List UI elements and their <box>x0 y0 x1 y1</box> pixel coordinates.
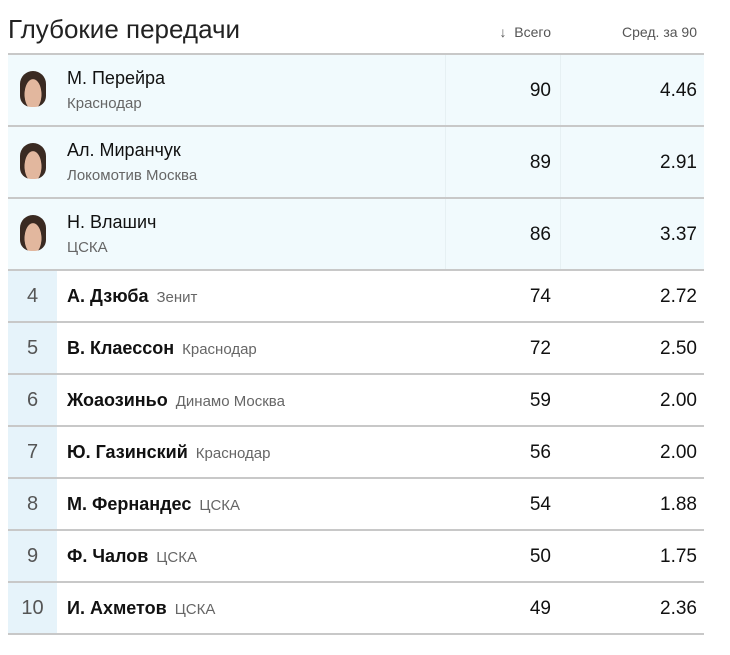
club-name: Краснодар <box>182 341 257 358</box>
player-name[interactable]: М. Фернандес <box>67 494 192 514</box>
table-row[interactable]: 7 Ю. Газинский Краснодар 56 2.00 <box>8 427 704 479</box>
column-divider <box>560 127 561 197</box>
rank: 8 <box>8 479 57 529</box>
club-name: ЦСКА <box>67 239 108 256</box>
total-value: 50 <box>529 546 551 567</box>
total-value: 74 <box>529 286 551 307</box>
total-value: 86 <box>529 224 551 245</box>
club-name: Динамо Москва <box>175 393 285 410</box>
total-value: 49 <box>529 598 551 619</box>
total-value: 72 <box>529 338 551 359</box>
total-value: 59 <box>529 390 551 411</box>
player-name[interactable]: А. Дзюба <box>67 286 149 306</box>
per90-value: 2.36 <box>660 598 697 619</box>
player-name[interactable]: Ф. Чалов <box>67 546 149 566</box>
player-name[interactable]: В. Клаессон <box>67 338 175 358</box>
table-row[interactable]: 4 А. Дзюба Зенит 74 2.72 <box>8 271 704 323</box>
club-name: ЦСКА <box>199 497 241 514</box>
per90-value: 2.50 <box>660 338 697 359</box>
per90-value: 4.46 <box>660 80 697 101</box>
player-name[interactable]: И. Ахметов <box>67 598 167 618</box>
player-name[interactable]: Н. Влашич <box>67 212 157 232</box>
table-row[interactable]: 6 Жоаозиньо Динамо Москва 59 2.00 <box>8 375 704 427</box>
column-divider <box>560 199 561 269</box>
per90-value: 2.00 <box>660 442 697 463</box>
table-row[interactable]: М. Перейра Краснодар 90 4.46 <box>8 55 704 127</box>
rank: 4 <box>8 271 57 321</box>
table-row[interactable]: 8 М. Фернандес ЦСКА 54 1.88 <box>8 479 704 531</box>
player-name[interactable]: Жоаозиньо <box>67 390 168 410</box>
table-row[interactable]: 9 Ф. Чалов ЦСКА 50 1.75 <box>8 531 704 583</box>
per90-value: 1.75 <box>660 546 697 567</box>
table-row[interactable]: Н. Влашич ЦСКА 86 3.37 <box>8 199 704 271</box>
column-divider <box>445 199 446 269</box>
table-row[interactable]: 5 В. Клаессон Краснодар 72 2.50 <box>8 323 704 375</box>
rank: 5 <box>8 323 57 373</box>
player-name[interactable]: М. Перейра <box>67 68 166 88</box>
arrow-down-icon: ↓ <box>499 24 507 40</box>
per90-value: 3.37 <box>660 224 697 245</box>
total-value: 90 <box>529 80 551 101</box>
stats-table: Глубокие передачи ↓ Всего Сред. за 90 М.… <box>8 0 704 635</box>
per90-value: 2.72 <box>660 286 697 307</box>
table-row[interactable]: Ал. Миранчук Локомотив Москва 89 2.91 <box>8 127 704 199</box>
club-name: Краснодар <box>195 445 271 462</box>
player-name[interactable]: Ю. Газинский <box>67 442 188 462</box>
table-header: Глубокие передачи ↓ Всего Сред. за 90 <box>8 0 704 55</box>
per90-value: 1.88 <box>660 494 697 515</box>
player-avatar <box>20 71 46 107</box>
total-value: 56 <box>529 442 551 463</box>
club-name: ЦСКА <box>156 549 197 566</box>
club-name: Зенит <box>156 289 198 306</box>
per90-header[interactable]: Сред. за 90 <box>622 24 697 40</box>
player-avatar <box>20 143 46 179</box>
column-divider <box>445 55 446 125</box>
sort-total-header[interactable]: ↓ Всего <box>500 24 552 40</box>
column-divider <box>445 127 446 197</box>
rank: 6 <box>8 375 57 425</box>
club-name: ЦСКА <box>174 601 216 618</box>
page-title: Глубокие передачи <box>8 14 241 44</box>
total-value: 54 <box>529 494 551 515</box>
table-row[interactable]: 10 И. Ахметов ЦСКА 49 2.36 <box>8 583 704 635</box>
rank: 7 <box>8 427 57 477</box>
rank: 10 <box>8 583 57 633</box>
club-name: Локомотив Москва <box>67 167 198 184</box>
column-divider <box>560 55 561 125</box>
total-label: Всего <box>514 24 551 40</box>
player-avatar <box>20 215 46 251</box>
player-name[interactable]: Ал. Миранчук <box>67 140 181 160</box>
club-name: Краснодар <box>67 95 142 112</box>
per90-value: 2.00 <box>660 390 697 411</box>
per90-value: 2.91 <box>660 152 697 173</box>
total-value: 89 <box>529 152 551 173</box>
rank: 9 <box>8 531 57 581</box>
